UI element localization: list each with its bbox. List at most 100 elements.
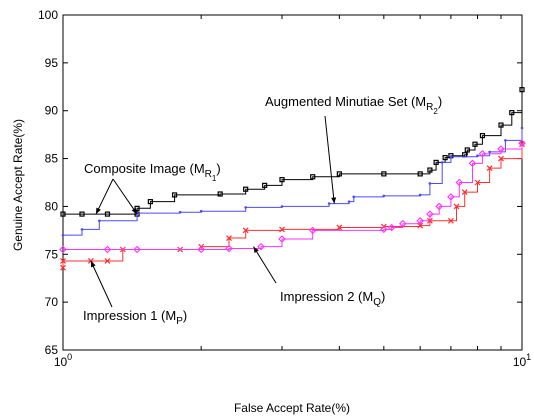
data-point-impression1	[336, 224, 343, 231]
annotation-label: Impression 2 (MQ)	[280, 289, 385, 308]
data-point-impression2	[447, 193, 455, 201]
data-point-impression1	[453, 203, 460, 210]
data-point-composite	[60, 211, 66, 217]
data-point-impression2	[380, 225, 388, 234]
x-tick-label: 101	[513, 352, 531, 369]
data-point-composite	[464, 147, 470, 153]
annotation-arrow	[324, 115, 335, 204]
data-point-composite	[171, 192, 178, 198]
data-point-augmented	[98, 219, 101, 223]
data-point-impression1	[104, 258, 111, 264]
data-point-composite	[104, 211, 111, 217]
data-point-composite	[79, 211, 85, 217]
annotation-arrowhead	[331, 197, 337, 204]
data-point-impression2	[518, 139, 526, 148]
data-point-composite	[336, 171, 342, 177]
data-point-impression1	[60, 264, 66, 271]
data-point-impression1	[226, 235, 232, 241]
data-point-composite	[147, 199, 153, 205]
series-line-composite	[63, 89, 523, 215]
data-point-augmented	[244, 206, 247, 209]
data-point-composite	[433, 159, 439, 165]
data-point-composite	[519, 87, 525, 93]
data-point-composite	[509, 110, 515, 116]
data-point-composite	[442, 155, 448, 161]
annotation-arrows	[90, 115, 337, 308]
data-point-impression2	[59, 245, 67, 254]
data-point-impression2	[455, 178, 464, 187]
data-point-impression2	[497, 145, 505, 153]
data-point-augmented	[347, 200, 351, 203]
y-tick-label: 90	[45, 104, 59, 118]
data-point-impression2	[468, 159, 477, 168]
data-point-composite	[279, 177, 285, 183]
data-point-augmented	[178, 210, 182, 214]
data-point-augmented	[488, 150, 491, 154]
data-point-augmented	[476, 154, 479, 157]
data-point-impression2	[133, 245, 141, 254]
annotation-arrowhead	[95, 207, 101, 215]
data-point-impression2	[308, 226, 317, 235]
data-point-composite	[381, 171, 387, 177]
data-point-impression2	[257, 242, 265, 251]
annotation-arrowhead	[253, 246, 259, 254]
data-point-composite	[310, 174, 316, 180]
data-point-impression1	[60, 258, 66, 264]
data-point-augmented	[61, 233, 65, 237]
data-point-composite	[427, 167, 433, 173]
plot-area	[62, 14, 523, 351]
data-point-augmented	[199, 209, 203, 213]
data-point-impression2	[478, 150, 487, 158]
y-tick-label: 95	[45, 56, 59, 70]
data-point-impression1	[486, 165, 493, 172]
annotation-label: Impression 1 (MP)	[83, 308, 187, 327]
data-point-impression2	[278, 235, 286, 243]
annotation-arrowhead	[131, 207, 138, 215]
annotation-arrow	[90, 260, 113, 308]
data-point-impression2	[387, 223, 396, 232]
data-point-impression1	[447, 217, 454, 224]
y-tick-label: 65	[45, 343, 59, 357]
data-point-impression1	[474, 179, 481, 186]
x-axis-label: False Accept Rate(%)	[234, 401, 350, 415]
data-point-impression2	[426, 210, 434, 218]
data-point-impression2	[197, 245, 205, 254]
data-point-impression1	[242, 227, 249, 234]
data-point-composite	[243, 186, 249, 192]
data-point-impression2	[435, 202, 443, 211]
y-tick-label: 70	[45, 295, 59, 309]
data-point-augmented	[428, 182, 432, 185]
y-tick-label: 80	[45, 199, 59, 213]
y-tick-label: 100	[38, 8, 58, 22]
data-point-augmented	[520, 126, 524, 130]
annotation-arrow	[112, 178, 138, 215]
y-tick-label: 75	[45, 247, 59, 261]
data-point-impression1	[461, 189, 468, 195]
data-point-impression1	[498, 155, 504, 162]
data-point-composite	[417, 171, 423, 177]
annotation-arrowhead	[90, 260, 96, 268]
data-point-impression2	[399, 219, 407, 228]
y-axis-label: Genuine Accept Rate(%)	[11, 119, 25, 251]
data-point-augmented	[80, 228, 84, 231]
axis-ticks: 65 70 75 80 85 90 95 100 100 101	[38, 8, 531, 369]
data-point-impression2	[225, 244, 233, 253]
annotation-arrow	[253, 246, 277, 284]
data-point-augmented	[449, 155, 453, 158]
y-tick-label: 85	[45, 152, 59, 166]
data-point-composite	[217, 191, 223, 197]
data-point-augmented	[327, 202, 331, 205]
data-point-composite	[479, 133, 486, 139]
annotation-arrow	[95, 178, 114, 215]
data-point-composite	[472, 141, 478, 147]
data-point-composite	[498, 122, 504, 128]
data-point-augmented	[440, 161, 444, 164]
data-point-augmented	[382, 194, 386, 198]
data-point-impression2	[416, 217, 424, 225]
data-point-composite	[262, 182, 268, 188]
x-tick-label: 100	[54, 352, 72, 369]
data-point-impression1	[279, 226, 285, 233]
data-point-augmented	[280, 205, 284, 208]
data-point-impression2	[103, 245, 112, 254]
